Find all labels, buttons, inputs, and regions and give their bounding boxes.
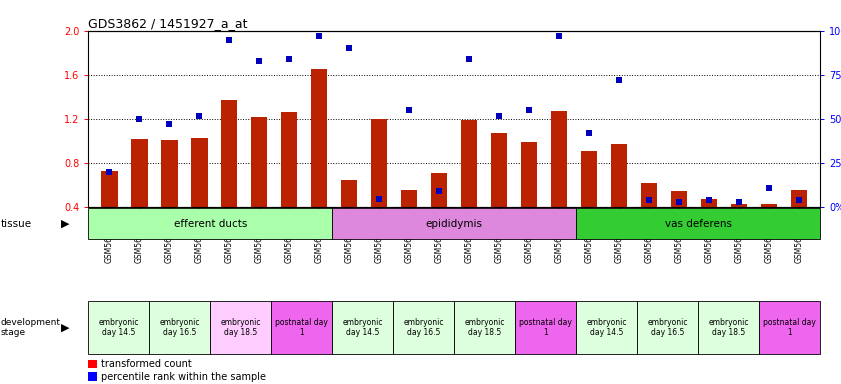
Bar [641,183,658,252]
Bar [515,301,576,354]
Bar [611,144,627,252]
Bar [251,117,267,252]
Bar [431,173,447,252]
Bar [581,151,597,252]
Bar [521,142,537,252]
Text: embryonic
day 14.5: embryonic day 14.5 [342,318,383,337]
Text: ▶: ▶ [61,218,69,229]
Bar [761,204,777,252]
Text: embryonic
day 16.5: embryonic day 16.5 [404,318,444,337]
Bar [161,140,177,252]
Text: ▶: ▶ [61,322,69,333]
Bar [698,301,759,354]
Bar [332,301,393,354]
Point [403,107,416,113]
Bar [731,204,748,252]
Bar [271,301,332,354]
Bar [791,190,807,252]
Point [133,116,146,122]
Point [672,199,685,205]
Text: embryonic
day 16.5: embryonic day 16.5 [160,318,200,337]
Bar [759,301,820,354]
Point [373,195,386,202]
Point [733,199,746,205]
Bar [401,190,417,252]
Bar [637,301,698,354]
Text: transformed count: transformed count [101,359,192,369]
Text: embryonic
day 18.5: embryonic day 18.5 [708,318,748,337]
Bar [341,180,357,252]
Bar [131,139,147,252]
Text: embryonic
day 16.5: embryonic day 16.5 [648,318,688,337]
Point [223,36,236,43]
Bar [454,301,515,354]
Bar [88,301,150,354]
Text: percentile rank within the sample: percentile rank within the sample [101,372,266,382]
Bar [671,191,687,252]
Point [103,169,116,175]
Text: postnatal day
1: postnatal day 1 [763,318,816,337]
Point [582,130,595,136]
Bar [101,171,118,252]
Bar [88,359,98,368]
Point [702,197,716,204]
Point [313,33,326,39]
Point [432,189,446,195]
Bar [371,119,388,252]
Text: postnatal day
1: postnatal day 1 [519,318,572,337]
Point [643,197,656,204]
Point [612,77,626,83]
Text: GDS3862 / 1451927_a_at: GDS3862 / 1451927_a_at [88,17,248,30]
Text: embryonic
day 18.5: embryonic day 18.5 [464,318,505,337]
Bar [150,301,210,354]
Point [463,56,476,62]
Bar [221,100,237,252]
Text: efferent ducts: efferent ducts [173,218,247,229]
Point [792,197,806,204]
Bar [491,133,507,252]
Bar [191,138,208,252]
Text: epididymis: epididymis [426,218,483,229]
Point [492,113,505,119]
Bar [88,208,332,239]
Text: vas deferens: vas deferens [664,218,732,229]
Bar [393,301,454,354]
Bar [461,120,478,252]
Bar [576,301,637,354]
Point [342,45,356,51]
Bar [551,111,568,252]
Text: embryonic
day 14.5: embryonic day 14.5 [586,318,627,337]
Point [553,33,566,39]
Point [193,113,206,119]
Text: embryonic
day 14.5: embryonic day 14.5 [98,318,139,337]
Text: postnatal day
1: postnatal day 1 [275,318,328,337]
Text: tissue: tissue [1,218,32,229]
Bar [701,199,717,252]
Bar [281,113,298,252]
Point [522,107,536,113]
Text: embryonic
day 18.5: embryonic day 18.5 [220,318,261,337]
Bar [332,208,576,239]
Text: development
stage: development stage [1,318,61,337]
Point [162,121,176,127]
Point [762,185,775,191]
Point [252,58,266,64]
Bar [576,208,820,239]
Bar [210,301,271,354]
Point [283,56,296,62]
Bar [311,70,327,252]
Bar [88,372,98,381]
